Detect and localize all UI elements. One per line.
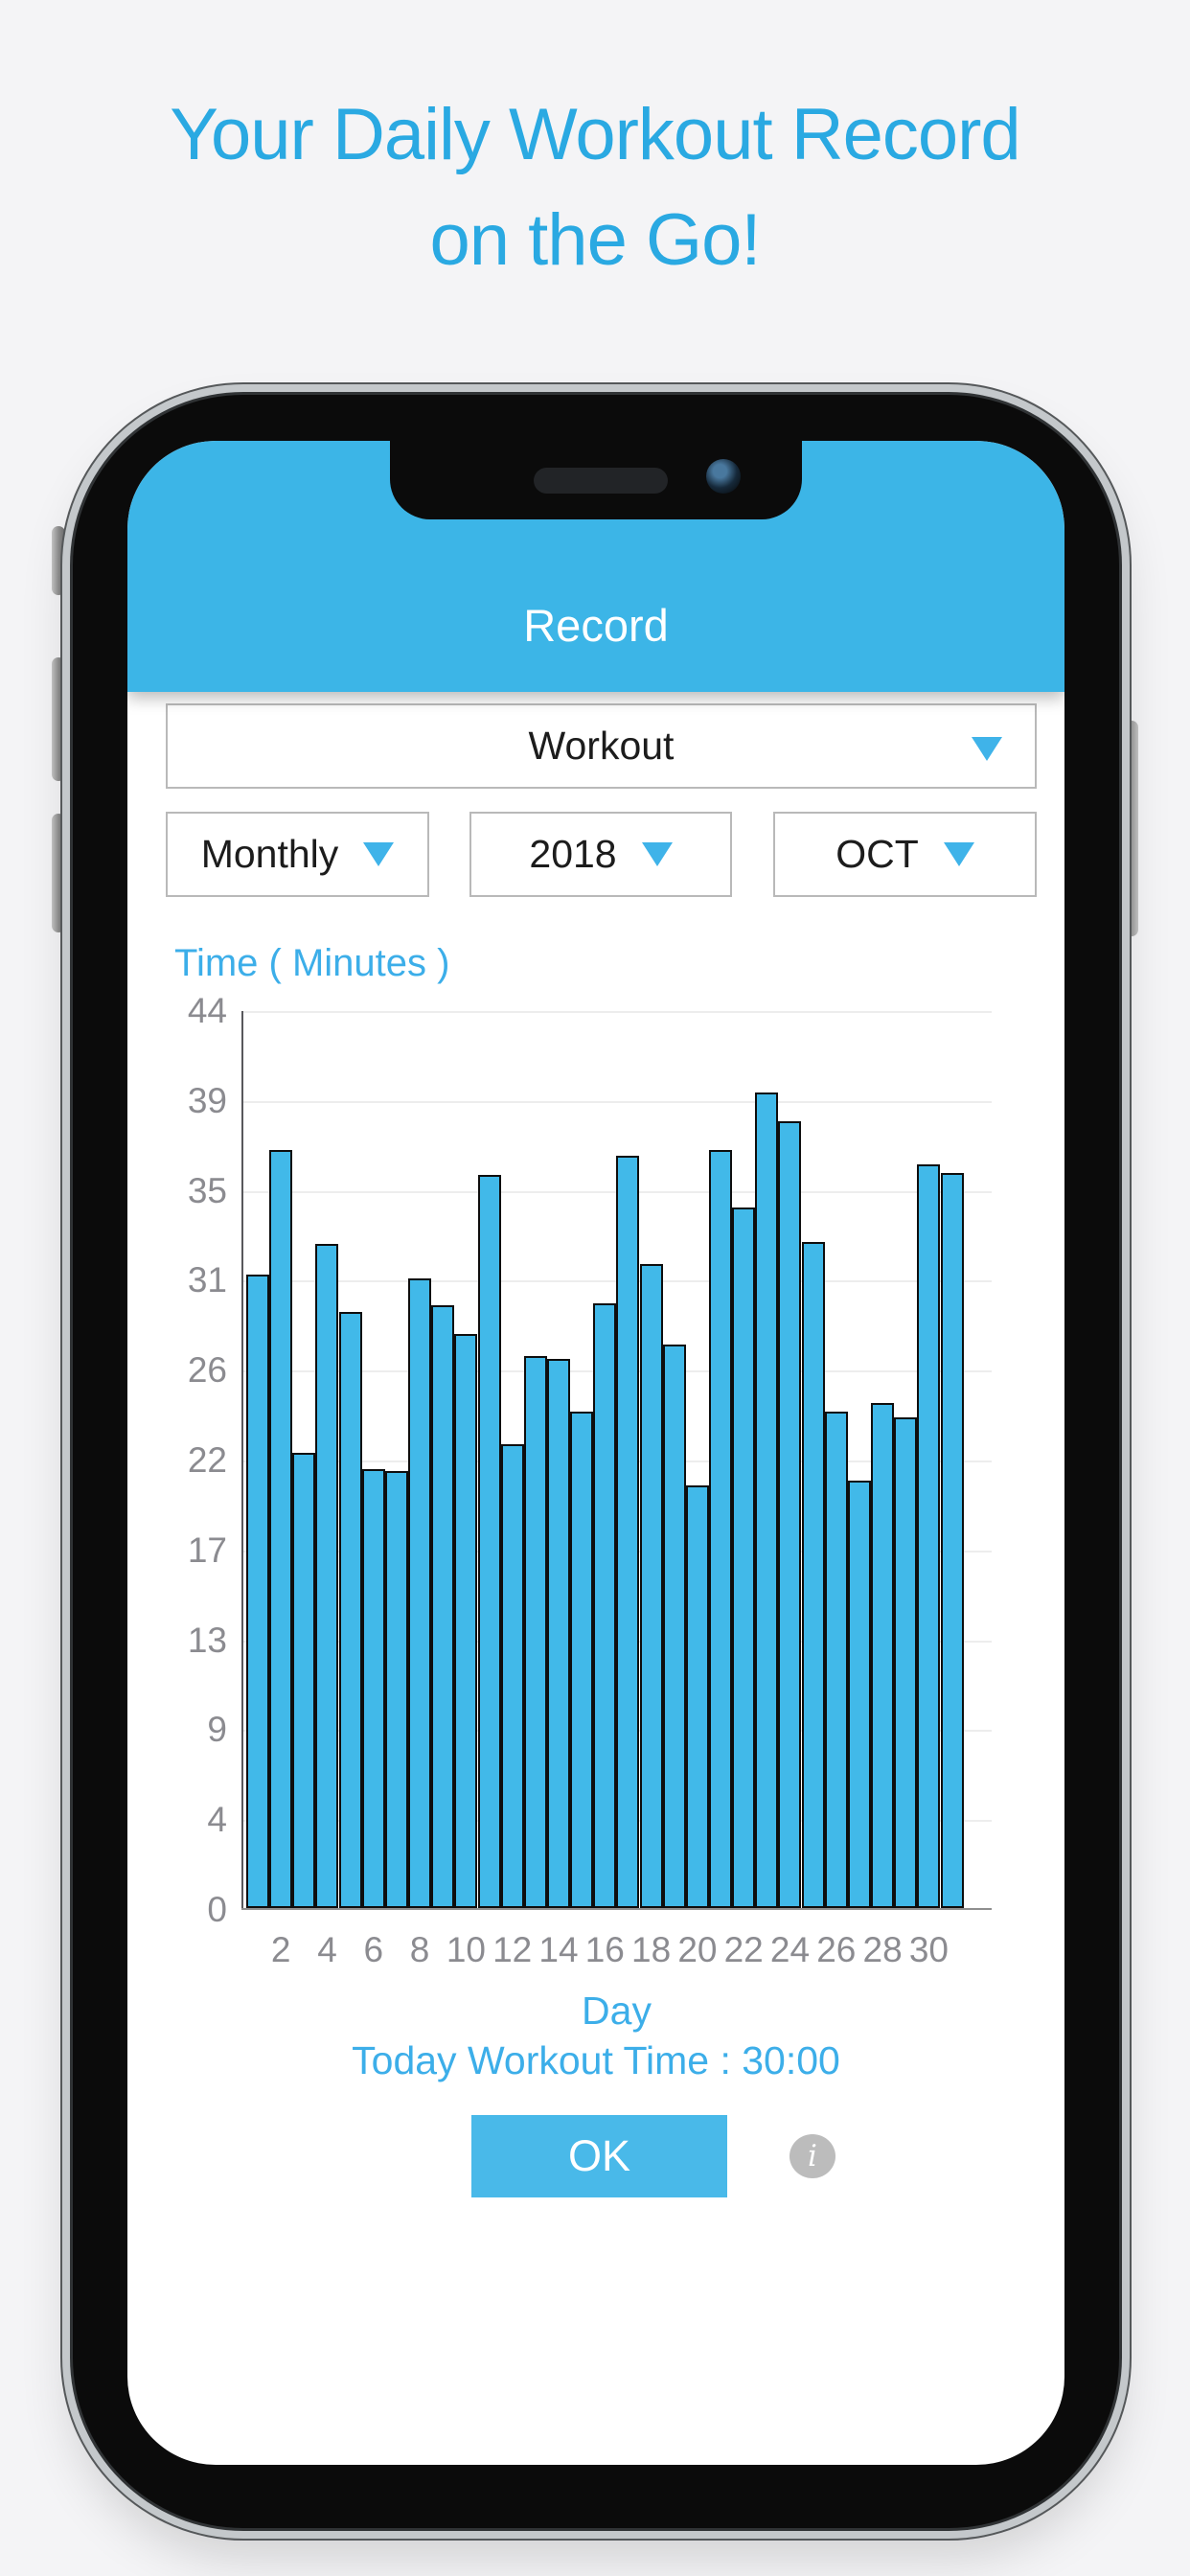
bar-day-27 xyxy=(847,1481,871,1908)
bar-day-3 xyxy=(292,1453,316,1908)
chevron-down-icon xyxy=(363,842,395,866)
x-tick-label: 18 xyxy=(631,1930,672,1969)
bar-day-25 xyxy=(801,1242,825,1908)
phone-notch xyxy=(390,441,802,519)
period-dropdown[interactable]: Monthly xyxy=(166,812,429,897)
x-tick-label: 26 xyxy=(816,1930,857,1969)
headline-line1: Your Daily Workout Record xyxy=(170,94,1020,175)
x-tick-label: 2 xyxy=(270,1930,291,1969)
bar-day-31 xyxy=(940,1173,964,1908)
y-tick-label: 39 xyxy=(187,1081,227,1120)
x-tick-label: 4 xyxy=(317,1930,337,1969)
x-tick-label: 20 xyxy=(677,1930,718,1969)
bar-day-1 xyxy=(246,1275,270,1908)
x-tick-label: 28 xyxy=(862,1930,903,1969)
ok-button[interactable]: OK xyxy=(471,2115,727,2197)
today-workout-time: Today Workout Time : 30:00 xyxy=(352,2038,840,2082)
bar-day-23 xyxy=(755,1092,779,1908)
bar-day-14 xyxy=(546,1359,570,1908)
chart-plot xyxy=(241,1011,992,1910)
x-tick-label: 24 xyxy=(769,1930,811,1969)
category-dropdown[interactable]: Workout xyxy=(166,703,1037,789)
bar-day-20 xyxy=(685,1485,709,1908)
chart-x-axis-title: Day xyxy=(582,1989,652,2033)
mute-switch xyxy=(52,526,65,595)
power-button xyxy=(1125,721,1138,936)
y-tick-label: 4 xyxy=(207,1800,227,1839)
x-tick-label: 6 xyxy=(363,1930,384,1969)
x-tick-label: 10 xyxy=(446,1930,486,1969)
year-dropdown-value: 2018 xyxy=(529,832,617,876)
chart-x-tick-labels: 2 4 6 8 10 12 14 16 18 20 22 24 26 28 30 xyxy=(241,1929,992,1971)
volume-down-button xyxy=(52,814,65,932)
chevron-down-icon xyxy=(943,842,974,866)
bar-day-18 xyxy=(639,1264,663,1908)
y-tick-label: 31 xyxy=(187,1260,227,1300)
bar-day-21 xyxy=(709,1150,733,1908)
y-tick-label: 26 xyxy=(187,1350,227,1390)
bar-day-26 xyxy=(824,1412,848,1908)
bar-day-8 xyxy=(408,1278,432,1908)
bar-day-15 xyxy=(570,1412,594,1908)
x-tick-label: 14 xyxy=(538,1930,579,1969)
x-tick-label: 30 xyxy=(908,1930,949,1969)
bar-day-17 xyxy=(616,1156,640,1908)
y-tick-label: 9 xyxy=(207,1710,227,1749)
bar-day-12 xyxy=(500,1444,524,1908)
y-tick-label: 22 xyxy=(187,1440,227,1480)
marketing-headline: Your Daily Workout Record on the Go! xyxy=(0,82,1190,293)
bar-day-5 xyxy=(338,1312,362,1908)
y-tick-label: 0 xyxy=(207,1890,227,1929)
y-tick-label: 44 xyxy=(187,991,227,1030)
chevron-down-icon xyxy=(641,842,673,866)
chart-y-axis-title: Time ( Minutes ) xyxy=(174,942,450,984)
bar-day-30 xyxy=(917,1164,941,1908)
x-tick-label: 22 xyxy=(723,1930,764,1969)
phone-screen: Record Workout Monthly 2018 OCT Time ( M… xyxy=(127,441,1064,2465)
gridline xyxy=(241,1101,992,1103)
phone-frame: Record Workout Monthly 2018 OCT Time ( M… xyxy=(73,395,1119,2528)
bar-day-7 xyxy=(384,1471,408,1908)
bar-day-16 xyxy=(593,1303,617,1908)
bar-day-11 xyxy=(477,1175,501,1908)
x-tick-label: 8 xyxy=(409,1930,430,1969)
y-axis-line xyxy=(241,1011,243,1910)
bar-day-9 xyxy=(431,1305,455,1908)
y-tick-label: 35 xyxy=(187,1171,227,1210)
earpiece-speaker-icon xyxy=(534,468,668,494)
gridline xyxy=(241,1011,992,1013)
chart-y-tick-labels: 44 39 35 31 26 22 17 13 9 4 0 xyxy=(127,991,227,1929)
y-tick-label: 17 xyxy=(187,1530,227,1570)
period-dropdown-value: Monthly xyxy=(200,832,339,876)
month-dropdown-value: OCT xyxy=(835,832,919,876)
chevron-down-icon xyxy=(972,737,1002,761)
x-tick-label: 12 xyxy=(492,1930,533,1969)
bar-day-22 xyxy=(732,1208,756,1908)
bar-day-13 xyxy=(523,1356,547,1908)
year-dropdown[interactable]: 2018 xyxy=(469,812,732,897)
category-dropdown-value: Workout xyxy=(528,724,675,768)
bar-day-10 xyxy=(454,1334,478,1908)
ok-button-label: OK xyxy=(567,2131,631,2180)
bar-day-28 xyxy=(871,1403,895,1908)
bar-day-4 xyxy=(315,1244,339,1908)
info-icon-glyph: i xyxy=(808,2139,817,2174)
info-icon[interactable]: i xyxy=(790,2134,835,2178)
x-axis-line xyxy=(241,1908,992,1910)
volume-up-button xyxy=(52,657,65,781)
bar-day-19 xyxy=(662,1345,686,1908)
bar-day-24 xyxy=(778,1121,802,1908)
headline-line2: on the Go! xyxy=(429,199,762,281)
bar-day-29 xyxy=(894,1417,918,1908)
x-tick-label: 16 xyxy=(584,1930,625,1969)
bar-day-6 xyxy=(361,1469,385,1908)
front-camera-icon xyxy=(706,459,741,494)
bar-day-2 xyxy=(269,1150,293,1908)
y-tick-label: 13 xyxy=(187,1621,227,1660)
app-header-title: Record xyxy=(523,600,669,651)
month-dropdown[interactable]: OCT xyxy=(773,812,1037,897)
